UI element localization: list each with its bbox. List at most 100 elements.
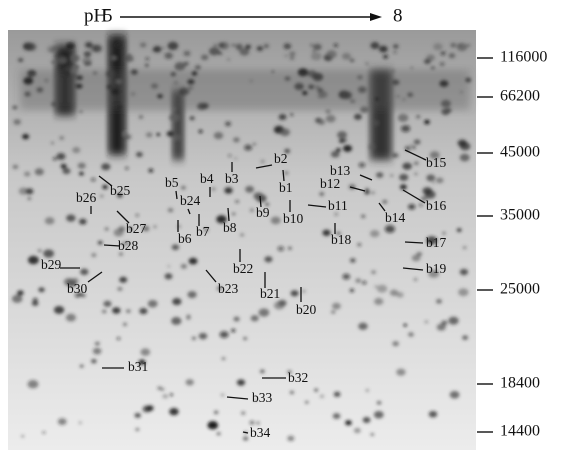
gel-spot <box>358 162 366 168</box>
gel-spot <box>239 47 250 56</box>
gel-spot <box>333 391 341 397</box>
leader-line <box>103 244 121 247</box>
gel-spot <box>52 157 57 161</box>
gel-spot <box>25 42 37 52</box>
gel-spot <box>349 288 355 293</box>
gel-spot <box>188 257 198 265</box>
gel-spot <box>250 315 259 322</box>
gel-spot <box>392 44 399 49</box>
spot-label: b32 <box>288 370 308 385</box>
gel-spot <box>216 215 227 224</box>
gel-spot <box>65 313 76 322</box>
mw-label: 18400 <box>500 375 540 392</box>
gel-spot <box>198 332 208 340</box>
gel-spot <box>277 246 285 252</box>
gel-spot <box>21 435 25 438</box>
gel-spot <box>355 278 362 283</box>
gel-spot <box>103 300 112 307</box>
gel-spot <box>254 399 257 402</box>
gel-spot <box>153 45 162 53</box>
gel-spot <box>365 389 369 392</box>
gel-spot <box>151 83 159 89</box>
gel-spot <box>402 98 406 101</box>
gel-spot <box>60 163 67 169</box>
leader-line <box>175 190 178 200</box>
gel-spot <box>353 113 362 120</box>
gel-spot <box>228 154 232 157</box>
gel-spot <box>78 292 83 297</box>
gel-spot <box>94 341 100 346</box>
gel-spot <box>270 216 281 225</box>
gel-spot <box>449 391 460 399</box>
ph-arrowhead <box>370 13 382 21</box>
gel-spot <box>119 276 128 283</box>
gel-spot <box>188 85 194 90</box>
spot-label: b1 <box>279 180 293 195</box>
spot-label: b7 <box>196 224 210 239</box>
gel-spot <box>312 50 316 53</box>
gel-spot <box>289 390 294 395</box>
gel-spot <box>32 297 38 302</box>
gel-spot <box>353 427 361 434</box>
gel-spot <box>44 217 55 225</box>
gel-spot <box>167 265 171 268</box>
mw-label: 35000 <box>500 207 540 224</box>
gel-spot <box>139 308 148 315</box>
gel-spot <box>185 316 191 320</box>
gel-spot <box>336 231 341 236</box>
gel-spot <box>392 341 399 347</box>
gel-spot <box>144 63 149 67</box>
gel-spot <box>341 52 351 60</box>
gel-spot <box>167 208 174 213</box>
gel-spot <box>134 412 141 418</box>
spot-label: b25 <box>110 183 131 198</box>
gel-spot <box>27 197 32 200</box>
gel-spot <box>373 410 384 419</box>
gel-spot <box>117 286 123 291</box>
spot-label: b12 <box>320 176 340 191</box>
leader-line <box>359 174 373 181</box>
ph-label: pH <box>84 5 108 26</box>
gel-spot <box>173 80 179 85</box>
gel-spot <box>125 309 131 313</box>
gel-spot <box>172 298 182 306</box>
gel-spot <box>224 121 232 127</box>
gel-spot <box>370 42 380 49</box>
gel-spot <box>402 162 412 170</box>
gel-spot <box>290 290 299 297</box>
gel-spot <box>287 435 295 442</box>
gel-spot <box>135 214 139 217</box>
gel-spot <box>235 43 243 50</box>
gel-spot <box>235 200 239 203</box>
gel-spot <box>342 144 353 152</box>
gel-spot <box>82 57 92 65</box>
gel-spot <box>462 246 467 250</box>
gel-spot <box>333 43 339 48</box>
gel-spot <box>365 188 369 192</box>
gel-spot <box>156 93 164 99</box>
gel-spot <box>46 45 57 54</box>
gel-spot <box>357 75 363 80</box>
gel-spot <box>101 163 111 171</box>
gel-spot <box>442 232 446 235</box>
gel-spot <box>367 143 376 151</box>
gel-spot <box>22 133 30 140</box>
gel-spot <box>271 70 275 73</box>
gel-spot <box>428 410 438 418</box>
spot-label: b17 <box>426 235 447 250</box>
gel-spot <box>147 299 158 308</box>
gel-spot <box>376 401 382 405</box>
gel-spot <box>135 151 143 158</box>
gel-spot <box>207 421 219 430</box>
gel-spot <box>440 51 446 56</box>
gel-spot <box>53 305 65 314</box>
gel-spot <box>426 174 436 182</box>
gel-spot <box>66 214 76 222</box>
gel-spot <box>37 249 42 253</box>
gel-spot <box>374 97 379 101</box>
gel-spot <box>121 241 128 247</box>
gel-spot <box>169 408 179 416</box>
gel-spot <box>142 225 150 232</box>
gel-spot <box>357 243 362 247</box>
gel-spot <box>396 95 400 98</box>
